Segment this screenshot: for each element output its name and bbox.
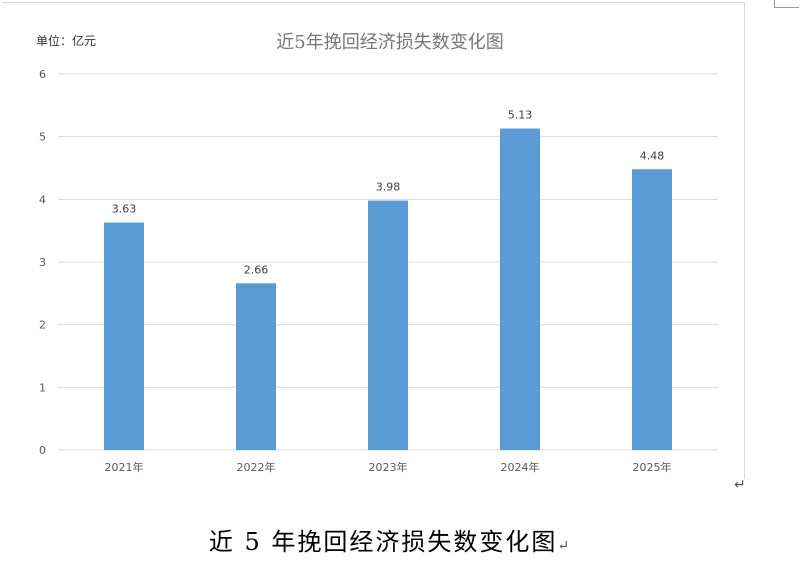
x-tick-label: 2025年 <box>633 460 672 474</box>
x-tick-label: 2024年 <box>501 460 540 474</box>
paragraph-mark-chart: ↵ <box>734 477 746 493</box>
y-tick-label: 2 <box>39 319 46 332</box>
figure-caption: 近 5 年挽回经济损失数变化图↵ <box>0 522 780 557</box>
bar <box>368 200 408 450</box>
chart-frame <box>2 2 745 479</box>
y-tick-label: 3 <box>39 256 46 269</box>
x-tick-label: 2021年 <box>105 460 144 474</box>
y-tick-label: 0 <box>39 444 46 457</box>
y-tick-label: 6 <box>39 68 46 81</box>
data-label: 2.66 <box>244 263 269 276</box>
paragraph-mark-caption: ↵ <box>557 538 572 554</box>
figure-caption-text: 近 5 年挽回经济损失数变化图 <box>208 528 558 556</box>
bar <box>104 222 144 450</box>
bar <box>500 128 540 450</box>
data-label: 4.48 <box>640 149 665 162</box>
unit-label: 单位：亿元 <box>36 34 97 48</box>
y-tick-label: 4 <box>39 193 46 206</box>
page-corner-mark <box>774 0 799 8</box>
x-tick-label: 2022年 <box>237 460 276 474</box>
x-tick-label: 2023年 <box>369 460 408 474</box>
y-tick-label: 5 <box>39 131 46 144</box>
y-tick-label: 1 <box>39 381 46 394</box>
bar <box>632 169 672 450</box>
data-label: 3.63 <box>112 203 137 216</box>
bar <box>236 283 276 450</box>
chart-title: 近5年挽回经济损失数变化图 <box>276 32 504 53</box>
data-label: 5.13 <box>508 109 533 122</box>
data-label: 3.98 <box>376 181 401 194</box>
